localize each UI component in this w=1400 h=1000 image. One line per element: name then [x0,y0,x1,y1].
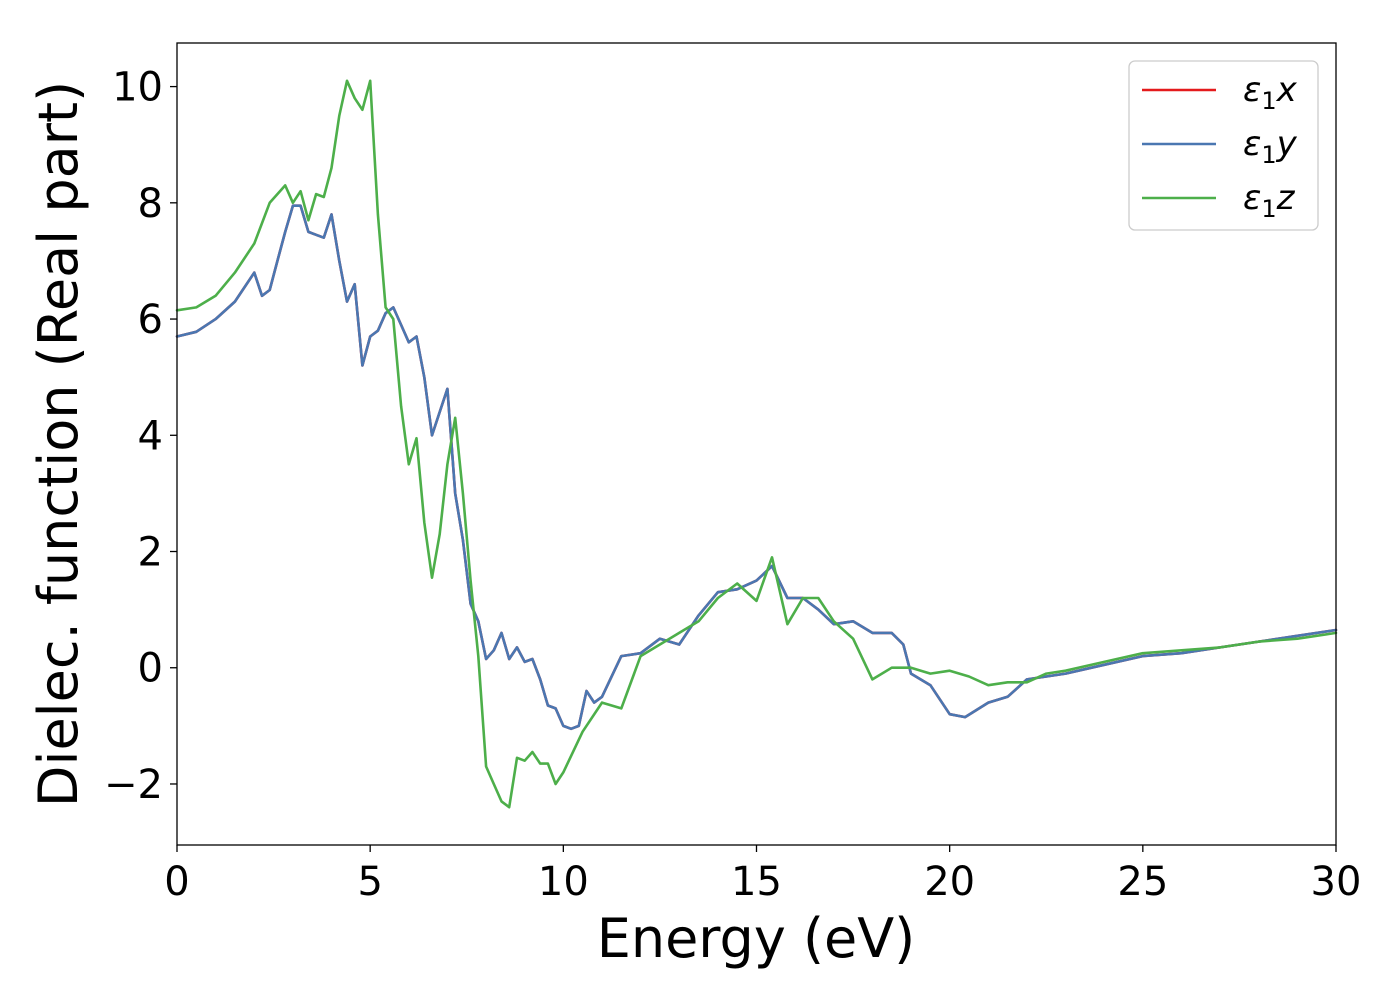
x-axis: 0 5 10 15 20 25 30 [164,845,1361,905]
x-tick-label: 15 [731,859,782,905]
y-tick-label: 0 [138,646,163,692]
legend: ε1x ε1y ε1z [1128,60,1319,231]
y-tick-label: 10 [112,65,163,111]
x-tick-label: 20 [924,859,975,905]
y-tick-label: 2 [138,530,163,576]
x-tick-label: 10 [538,859,589,905]
x-tick-label: 0 [164,859,189,905]
y-tick-label: 4 [138,413,163,459]
legend-label-z: ε1z [1243,178,1296,223]
y-tick-label: 6 [138,297,163,343]
y-axis: −2 0 2 4 6 8 10 [104,65,177,808]
y-axis-label: Dielec. function (Real part) [27,81,90,807]
series-layer [175,79,1338,809]
legend-label-y: ε1y [1243,124,1298,169]
legend-label-x: ε1x [1243,70,1298,115]
x-tick-label: 30 [1311,859,1362,905]
legend-items: ε1x ε1y ε1z [1142,70,1298,223]
series-line-z [175,79,1338,809]
x-axis-label: Energy (eV) [597,907,916,970]
y-tick-label: 8 [138,181,163,227]
series-line-y [175,204,1338,731]
legend-box [1128,60,1319,231]
y-tick-label: −2 [104,762,163,808]
x-tick-label: 5 [357,859,382,905]
x-tick-label: 25 [1117,859,1168,905]
